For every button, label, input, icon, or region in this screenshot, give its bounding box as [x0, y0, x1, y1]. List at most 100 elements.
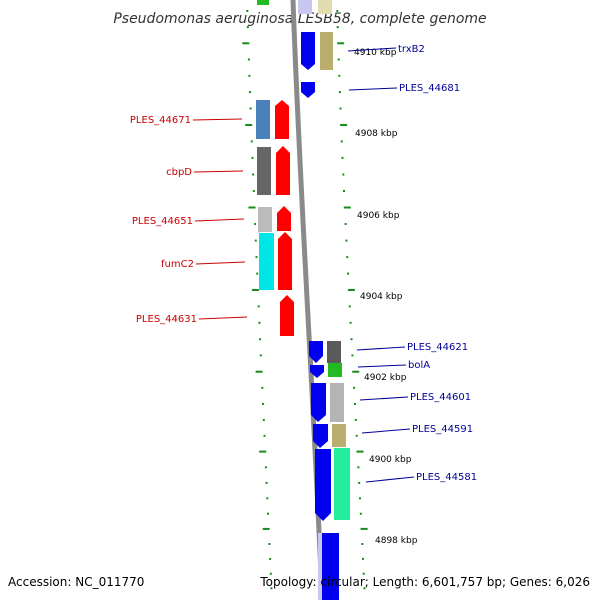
scale-minor-tick	[254, 239, 257, 242]
scale-major-tick	[245, 124, 253, 126]
gene-arrow-PLES-44681	[301, 82, 315, 98]
scale-label: 4906 kbp	[357, 211, 400, 221]
gene-label-PLES-44651: PLES_44651	[132, 216, 193, 227]
scale-minor-tick	[261, 386, 264, 389]
scale-minor-tick	[341, 156, 344, 159]
gene-arrow-PLES-44601	[311, 383, 326, 422]
gene-label-PLES-44681: PLES_44681	[399, 83, 460, 94]
right-gene-labels: trxB2 PLES_44681 PLES_44621 bolA PLES_44…	[347, 44, 477, 483]
gene-label-PLES-44601: PLES_44601	[410, 392, 471, 403]
scale-minor-tick	[246, 26, 249, 29]
gene-label-PLES-44621: PLES_44621	[407, 342, 468, 353]
scale-minor-tick	[256, 272, 259, 275]
scale-minor-tick	[346, 256, 349, 259]
scale-minor-tick	[250, 140, 253, 143]
scale-minor-tick	[258, 321, 261, 324]
gene-bar-PLES-44581	[334, 448, 350, 520]
gene-arrow-PLES-44581	[315, 449, 331, 521]
gene-label-trxB2: trxB2	[398, 44, 425, 55]
scale-minor-tick	[357, 466, 360, 469]
scale-label: 4904 kbp	[360, 292, 403, 302]
scale-minor-tick	[353, 386, 356, 389]
label-leader-line	[348, 87, 398, 91]
scale-minor-tick	[254, 223, 257, 225]
scale-minor-tick	[338, 74, 341, 77]
scale-major-tick	[255, 370, 263, 373]
gene-arrow-PLES-44651	[277, 206, 291, 231]
scale-minor-tick	[347, 272, 350, 275]
gene-bar-top-blue	[298, 0, 312, 14]
scale-minor-tick	[350, 338, 353, 341]
scale-minor-tick	[265, 481, 268, 484]
scale-label: 4910 kbp	[354, 48, 397, 58]
scale-major-tick	[242, 42, 250, 45]
scale-minor-tick	[337, 58, 340, 61]
gene-bar-PLES-44651	[258, 207, 272, 232]
gene-arrow-fumC2	[278, 232, 292, 290]
gene-label-fumC2: fumC2	[161, 259, 194, 270]
scale-minor-tick	[270, 587, 273, 590]
scale-minor-tick	[345, 239, 348, 242]
label-leader-line	[194, 218, 245, 222]
gene-bar-top-khaki	[318, 0, 332, 14]
scale-major-tick	[356, 450, 364, 453]
scale-minor-tick	[344, 223, 347, 225]
scale-major-tick	[352, 370, 360, 373]
scale-major-tick	[251, 289, 259, 291]
scale-label: 4902 kbp	[364, 373, 407, 383]
scale-minor-tick	[262, 418, 265, 421]
gene-bar-bolA	[328, 363, 342, 377]
gene-label-PLES-44671: PLES_44671	[130, 115, 191, 126]
scale-minor-tick	[255, 256, 258, 259]
scale-minor-tick	[349, 321, 352, 324]
scale-minor-tick	[348, 305, 351, 308]
scale-minor-tick	[338, 91, 341, 94]
label-leader-line	[347, 47, 397, 52]
scale-minor-tick	[246, 10, 249, 12]
gene-arrow-cbpD	[276, 146, 290, 195]
gene-arrow-PLES-44591	[313, 424, 328, 448]
scale-major-tick	[259, 450, 267, 453]
label-leader-line	[361, 428, 411, 434]
scale-minor-tick	[339, 107, 342, 110]
gene-bar-cbpD	[257, 147, 271, 195]
scale-major-tick	[340, 124, 348, 126]
gene-bar-bottom-blue	[322, 533, 339, 600]
scale-minor-tick	[340, 140, 343, 143]
scale-minor-tick	[251, 156, 254, 159]
gene-bar-PLES-44601	[330, 383, 344, 422]
scale-label: 4900 kbp	[369, 455, 412, 465]
gene-arrow-PLES-44671	[275, 100, 289, 139]
gene-label-PLES-44581: PLES_44581	[416, 472, 477, 483]
scale-minor-tick	[343, 190, 345, 192]
gene-arrow-bolA	[310, 365, 324, 378]
scale-minor-tick	[361, 543, 364, 545]
scale-minor-tick	[266, 497, 269, 500]
scale-minor-tick	[359, 497, 361, 500]
scale-major-tick	[343, 206, 351, 209]
gene-bar-fumC2	[259, 233, 274, 290]
scale-minor-tick	[362, 557, 364, 560]
label-leader-line	[365, 476, 415, 483]
scale-minor-tick	[355, 434, 358, 437]
scale-minor-tick	[262, 402, 264, 405]
gene-arrow-PLES-44621	[309, 341, 323, 363]
scale-minor-tick	[263, 434, 266, 437]
gene-bar-PLES-44591	[332, 424, 346, 447]
scale-label: 4908 kbp	[355, 129, 398, 139]
gene-bar-bottom-light	[318, 533, 322, 600]
scale-major-tick	[360, 527, 368, 530]
label-leader-line	[357, 364, 407, 368]
scale-minor-tick	[362, 572, 365, 575]
scale-minor-tick	[257, 305, 260, 308]
label-leader-line	[195, 261, 246, 265]
scale-minor-tick	[249, 107, 252, 110]
left-gene-labels: PLES_44671 cbpD PLES_44651 fumC2 PLES_44…	[130, 115, 248, 325]
scale-minor-tick	[358, 481, 361, 484]
gene-label-cbpD: cbpD	[166, 167, 192, 178]
scale-label: 4898 kbp	[375, 536, 418, 546]
scale-minor-tick	[259, 338, 262, 341]
scale-minor-tick	[269, 557, 272, 560]
gene-arrow-PLES-44631	[280, 295, 294, 336]
scale-minor-tick	[354, 402, 356, 405]
